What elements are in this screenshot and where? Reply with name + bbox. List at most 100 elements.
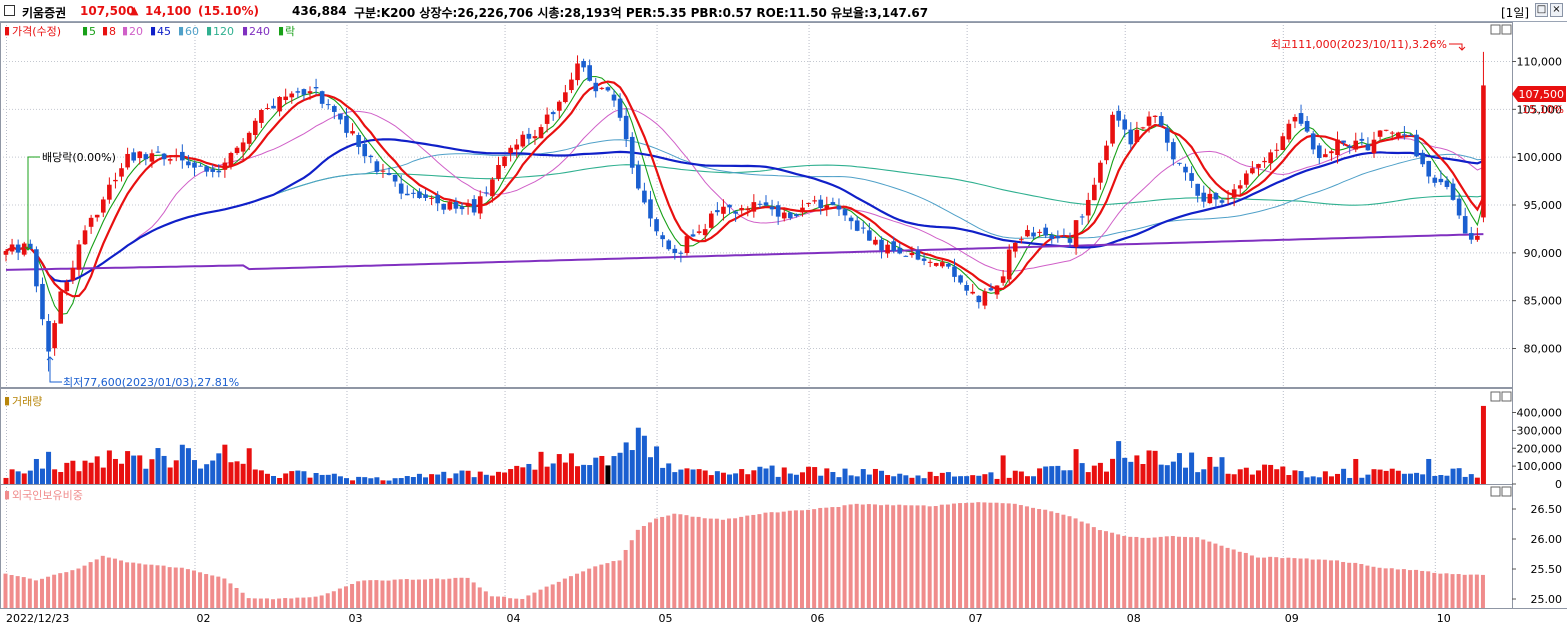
foreign-bar (489, 596, 494, 608)
candle-body (970, 291, 976, 294)
foreign-bar (1225, 547, 1230, 608)
candle (569, 72, 574, 94)
foreign-pane-close-icon[interactable] (1501, 486, 1512, 497)
volume-bar (64, 462, 70, 484)
candle (240, 138, 246, 160)
candle (1237, 180, 1243, 197)
legend-item-marker: ▮ (102, 24, 108, 37)
foreign-bar (550, 584, 555, 608)
volume-bar (1067, 470, 1073, 484)
candle (824, 196, 830, 217)
pane-close-icon[interactable] (1501, 24, 1512, 35)
candle-body (228, 152, 234, 167)
volume-bar (1006, 477, 1012, 484)
foreign-bar (477, 587, 482, 608)
foreign-bar (380, 580, 385, 608)
close-icon[interactable]: × (1550, 3, 1563, 17)
x-axis-month-label: 06 (811, 612, 825, 625)
volume-bar (568, 453, 574, 484)
candle (1292, 114, 1298, 129)
legend-item-marker: ▮ (82, 24, 88, 37)
volume-bar (106, 450, 112, 484)
pane-maximize-icon[interactable] (1490, 24, 1501, 35)
volume-bar (1426, 458, 1432, 484)
candle-body (854, 220, 860, 231)
volume-pane-controls[interactable] (1490, 391, 1512, 402)
candle (180, 144, 185, 169)
volume-bar (240, 463, 246, 484)
volume-bar (368, 478, 374, 484)
candle (1201, 185, 1207, 208)
candle-body (1146, 116, 1152, 126)
y-axes: 110,000 105,000 100,000 95,000 90,000 85,000 8… (1512, 55, 1562, 606)
foreign-bar (1018, 505, 1023, 608)
candle-body (617, 98, 623, 118)
foreign-ownership-bars (3, 502, 1485, 608)
foreign-bar (1298, 558, 1303, 608)
maximize-icon[interactable]: □ (1535, 3, 1548, 17)
foreign-bar (581, 571, 586, 608)
candle-body (119, 168, 124, 177)
volume-bar (812, 467, 818, 484)
candle (1104, 140, 1109, 165)
candle-body (216, 170, 222, 173)
foreign-bar (1432, 572, 1437, 608)
candle (940, 258, 945, 269)
candle-body (1347, 145, 1352, 148)
volume-pane-close-icon[interactable] (1501, 391, 1512, 402)
legend-item-label: 60 (185, 25, 199, 38)
volume-bar (623, 442, 629, 484)
foreign-bar (702, 518, 707, 608)
volume-bar (818, 475, 824, 484)
legend-item-marker: ▮ (278, 24, 284, 37)
candle-body (149, 153, 155, 162)
candle (307, 86, 313, 100)
volume-bar (775, 476, 781, 484)
candle-body (1292, 116, 1298, 122)
candle (623, 108, 629, 148)
candle-body (34, 249, 39, 287)
volume-bars (3, 405, 1486, 484)
foreign-pane-controls[interactable] (1490, 486, 1512, 497)
foreign-bar (9, 575, 14, 608)
candle-body (283, 96, 288, 101)
candle-body (873, 239, 878, 245)
price-pane-controls[interactable] (1490, 24, 1512, 35)
candle-body (3, 250, 9, 255)
header-checkbox[interactable] (4, 5, 15, 16)
candle-body (307, 91, 313, 94)
candle-body (666, 240, 672, 250)
volume-pane-maximize-icon[interactable] (1490, 391, 1501, 402)
high-annotation: 최고111,000(2023/10/11),3.26% (1271, 38, 1447, 51)
candle (107, 177, 112, 204)
volume-bar (1158, 464, 1164, 484)
foreign-bar (453, 577, 458, 608)
volume-bar (866, 474, 872, 484)
candle (1219, 197, 1225, 206)
foreign-pane-maximize-icon[interactable] (1490, 486, 1501, 497)
candle (1019, 236, 1024, 244)
candle (1304, 116, 1310, 134)
period-button[interactable]: [1일] (1501, 6, 1530, 20)
volume-bar (392, 478, 398, 484)
legend-volume-label: 거래량 (12, 395, 42, 408)
candle (867, 223, 872, 241)
volume-bar (337, 476, 343, 484)
candle (605, 86, 611, 92)
candle-body (1262, 160, 1267, 163)
candle-body (806, 202, 811, 205)
volume-bar (909, 477, 915, 484)
candle-body (94, 214, 100, 218)
candle-body (982, 291, 988, 306)
volume-bar (15, 471, 21, 484)
candle (891, 236, 896, 254)
volume-bar (1359, 477, 1365, 484)
candle (265, 103, 270, 110)
volume-bar (1055, 465, 1061, 484)
foreign-bar (1024, 506, 1029, 608)
foreign-bar (1335, 560, 1340, 608)
volume-bar (1395, 470, 1401, 484)
candle (1438, 170, 1444, 186)
foreign-bar (495, 596, 500, 608)
candle-body (380, 170, 386, 172)
